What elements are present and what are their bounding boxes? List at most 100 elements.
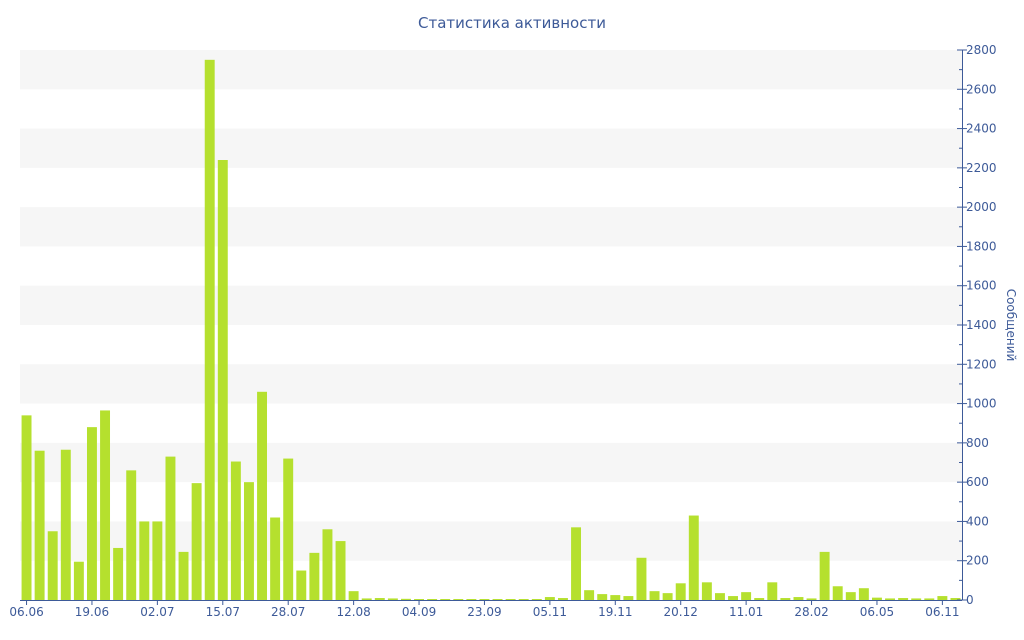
bar xyxy=(152,521,163,600)
bar xyxy=(714,593,725,601)
y-tick-label: 400 xyxy=(966,514,989,528)
bar xyxy=(387,598,398,600)
bar xyxy=(806,598,817,600)
bar xyxy=(688,515,699,600)
bar xyxy=(885,598,896,600)
grid-band xyxy=(20,207,962,247)
bar xyxy=(479,599,490,600)
bar xyxy=(701,582,712,600)
bar xyxy=(937,596,948,600)
bar xyxy=(126,470,137,600)
y-tick-label: 1600 xyxy=(966,279,997,293)
bar xyxy=(178,551,189,601)
bar xyxy=(793,597,804,600)
y-tick-label: 1200 xyxy=(966,357,997,371)
bar xyxy=(466,599,477,600)
bar xyxy=(165,456,176,600)
bar xyxy=(270,517,281,600)
x-tick-label: 19.11 xyxy=(598,605,632,619)
grid-band xyxy=(20,442,962,483)
bar xyxy=(230,461,241,600)
bar xyxy=(296,570,307,600)
bar xyxy=(309,552,320,600)
y-tick-label: 200 xyxy=(966,554,989,568)
y-tick-label: 1000 xyxy=(966,397,997,411)
grid-bands xyxy=(20,50,962,561)
bar-series xyxy=(21,59,961,601)
bar xyxy=(191,483,202,601)
x-tick-label: 02.07 xyxy=(140,605,174,619)
bar xyxy=(623,596,634,600)
y-axis-title: Сообщений xyxy=(1004,289,1018,362)
bar xyxy=(414,599,425,600)
bar xyxy=(597,594,608,600)
bar xyxy=(60,449,71,600)
bar xyxy=(649,591,660,600)
x-tick-label: 20.12 xyxy=(664,605,698,619)
bar xyxy=(898,598,909,600)
bar xyxy=(322,529,333,600)
bar xyxy=(113,547,124,600)
grid-band xyxy=(20,364,962,404)
x-tick-label: 06.11 xyxy=(925,605,959,619)
x-tick-label: 12.08 xyxy=(336,605,370,619)
bar xyxy=(557,598,568,600)
y-tick-label: 600 xyxy=(966,475,989,489)
x-tick-label: 28.07 xyxy=(271,605,305,619)
bar xyxy=(924,598,935,600)
bar xyxy=(34,450,45,600)
y-axis: 0 200 400 600 800 1000 1200 1400 1600 1800 2000 220… xyxy=(957,43,997,607)
bar xyxy=(73,561,84,600)
bar xyxy=(571,527,582,600)
bar xyxy=(662,593,673,601)
y-tick-label: 2600 xyxy=(966,82,997,96)
bar xyxy=(440,599,451,600)
grid-band xyxy=(20,128,962,168)
x-tick-label: 23.09 xyxy=(467,605,501,619)
bar xyxy=(505,599,516,600)
bar xyxy=(217,160,228,600)
bar xyxy=(86,427,97,600)
bar xyxy=(204,59,215,600)
bar xyxy=(243,482,254,600)
bar xyxy=(400,598,411,600)
bar xyxy=(858,588,869,600)
x-tick-label: 19.06 xyxy=(75,605,109,619)
bar xyxy=(531,599,542,600)
bar xyxy=(518,599,529,600)
bar xyxy=(819,551,830,601)
bar xyxy=(728,596,739,600)
grid-band xyxy=(20,285,962,325)
y-tick-label: 2400 xyxy=(966,122,997,136)
grid-band xyxy=(20,521,962,561)
bar xyxy=(21,415,32,600)
bar xyxy=(950,598,961,600)
bar xyxy=(492,599,503,600)
x-axis: 06.06 19.06 02.07 15.07 28.07 12.08 04.09 23.09… xyxy=(9,600,962,619)
y-tick-label: 1800 xyxy=(966,239,997,253)
bar xyxy=(675,583,686,600)
bar xyxy=(636,557,647,600)
bar xyxy=(911,598,922,600)
y-tick-label: 2000 xyxy=(966,200,997,214)
y-tick-label: 2800 xyxy=(966,43,997,57)
bar xyxy=(335,541,346,600)
bar xyxy=(427,599,438,600)
x-tick-label: 11.01 xyxy=(729,605,763,619)
bar xyxy=(47,531,58,600)
bar xyxy=(780,598,791,600)
chart-title: Статистика активности xyxy=(418,14,606,32)
bar xyxy=(348,591,359,600)
y-tick-label: 800 xyxy=(966,436,989,450)
x-tick-label: 28.02 xyxy=(794,605,828,619)
y-tick-label: 1400 xyxy=(966,318,997,332)
bar xyxy=(845,592,856,600)
bar xyxy=(361,598,372,600)
bar xyxy=(767,582,778,600)
x-tick-label: 06.05 xyxy=(860,605,894,619)
bar xyxy=(139,521,150,600)
x-tick-label: 05.11 xyxy=(533,605,567,619)
bar xyxy=(100,410,111,600)
bar xyxy=(257,391,268,600)
